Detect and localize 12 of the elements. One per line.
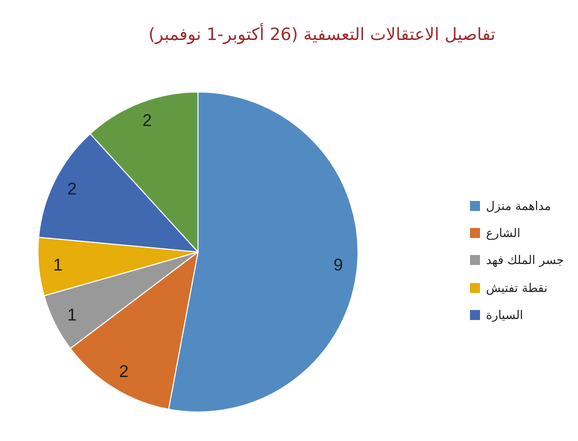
legend-label: جسر الملك فهد	[486, 253, 564, 268]
data-label: 2	[119, 362, 129, 382]
legend-label: الشارع	[486, 226, 520, 240]
legend-label: مداهمة منزل	[486, 198, 551, 213]
data-label: 9	[333, 255, 343, 274]
data-label: 2	[67, 180, 77, 199]
data-label: 2	[142, 111, 152, 130]
legend-label: نقطة تفتيش	[486, 280, 548, 295]
data-label: 1	[67, 305, 77, 324]
chart-title: تفاصيل الاعتقالات التعسفية (26 أكتوبر-1 نوفمبر)	[147, 25, 497, 45]
legend-label: السيارة	[486, 308, 524, 322]
data-label: 1	[53, 255, 63, 274]
